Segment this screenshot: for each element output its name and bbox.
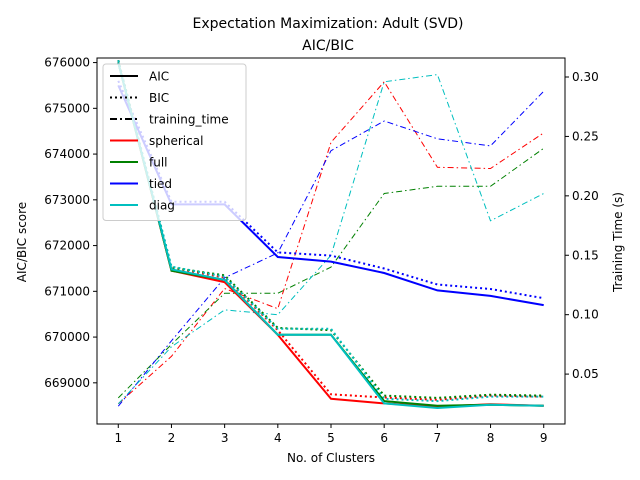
chart-title: Expectation Maximization: Adult (SVD): [192, 16, 463, 32]
y2-tick-label: 0.10: [572, 308, 599, 322]
y2-tick-label: 0.25: [572, 129, 599, 143]
legend-label-AIC: AIC: [149, 70, 169, 84]
y-tick-label: 671000: [44, 284, 90, 298]
series-diag-bic-line: [117, 60, 544, 403]
x-tick-label: 5: [327, 431, 335, 445]
legend-label-spherical: spherical: [149, 134, 203, 148]
legend-label-full: full: [149, 156, 168, 170]
series-spherical-time-line: [117, 80, 544, 405]
y-tick-label: 675000: [44, 101, 90, 115]
y-tick-label: 674000: [44, 147, 90, 161]
legend-label-diag: diag: [149, 199, 175, 213]
series-full-time-line: [117, 147, 544, 399]
x-tick-label: 7: [434, 431, 442, 445]
y2-tick-label: 0.15: [572, 248, 599, 262]
legend-label-training_time: training_time: [149, 113, 229, 127]
y-tick-label: 672000: [44, 239, 90, 253]
chart-subtitle: AIC/BIC: [302, 38, 354, 54]
y-tick-label: 669000: [44, 376, 90, 390]
plot-area: [117, 60, 545, 410]
y-axis-label: AIC/BIC score: [15, 202, 29, 282]
legend-box: [102, 63, 247, 221]
x-tick-label: 4: [274, 431, 282, 445]
x-tick-label: 2: [168, 431, 176, 445]
series-diag-aic-line: [117, 62, 544, 410]
y2-tick-label: 0.20: [572, 189, 599, 203]
x-tick-label: 6: [380, 431, 388, 445]
x-tick-label: 9: [540, 431, 548, 445]
series-tied-time-line: [117, 90, 545, 407]
axes: 1 2 3 4 5 6 7 8 9 669000 670000 671000 672000 673000 6…: [44, 56, 599, 445]
legend: AIC BIC training_time spherical full tied diag: [102, 63, 247, 221]
series-tied-bic-line: [117, 80, 544, 300]
x-tick-label: 3: [221, 431, 229, 445]
y2-tick-label: 0.05: [572, 367, 599, 381]
y-tick-label: 670000: [44, 330, 90, 344]
x-axis-label: No. of Clusters: [287, 451, 375, 465]
legend-label-BIC: BIC: [149, 91, 169, 105]
x-tick-label: 8: [487, 431, 495, 445]
legend-label-tied: tied: [149, 177, 172, 191]
y-tick-label: 676000: [44, 56, 90, 70]
x-tick-label: 1: [114, 431, 122, 445]
y2-axis-label: Training Time (s): [611, 192, 625, 293]
y2-tick-label: 0.30: [572, 70, 599, 84]
y-tick-label: 673000: [44, 193, 90, 207]
